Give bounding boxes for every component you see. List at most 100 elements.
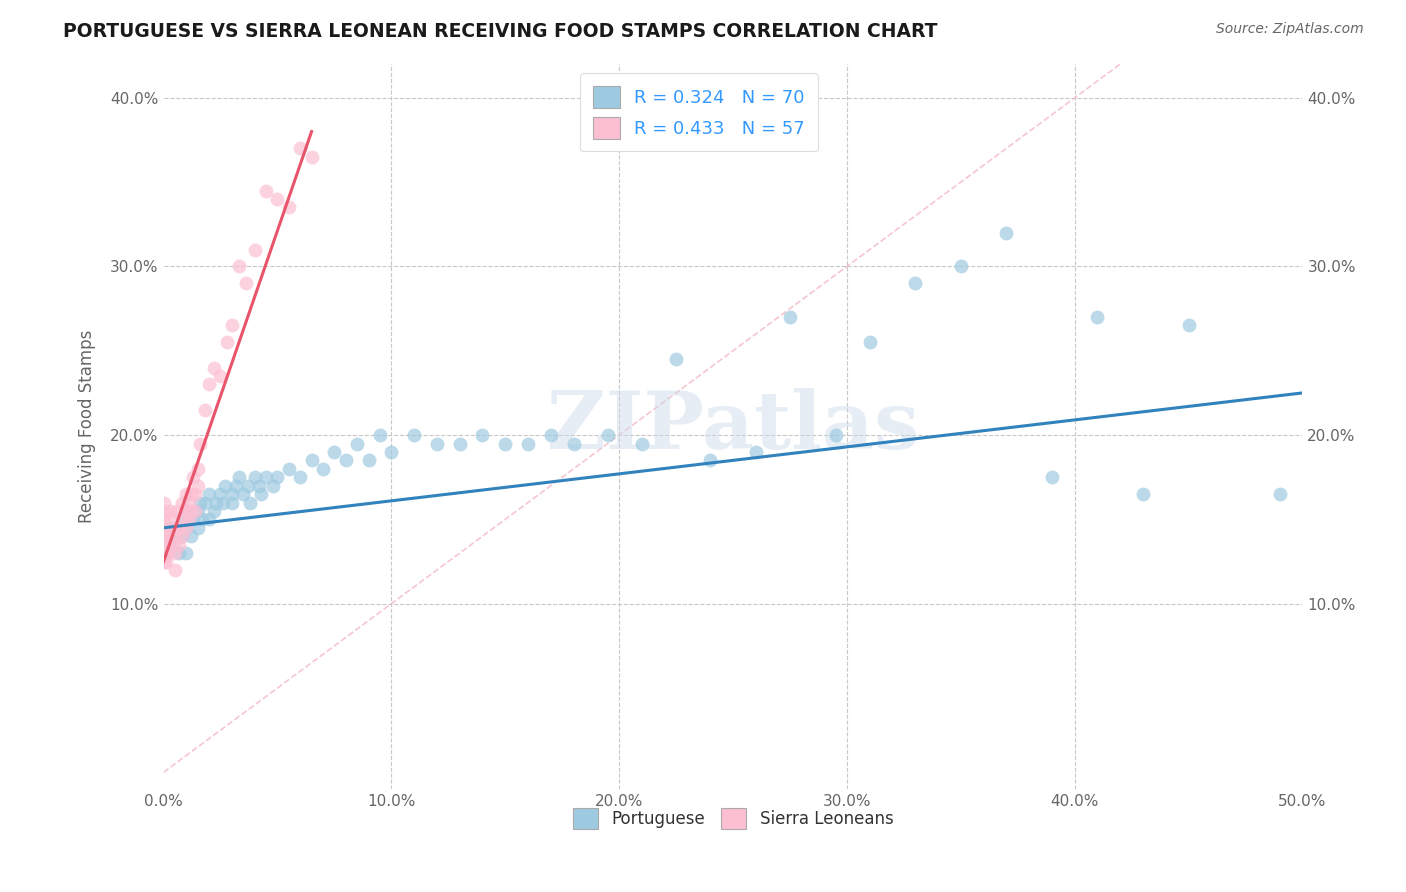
Point	[155, 555, 177, 569]
Point	[232, 487, 254, 501]
Point	[540, 428, 562, 442]
Point	[214, 478, 236, 492]
Legend: Portuguese, Sierra Leoneans: Portuguese, Sierra Leoneans	[567, 802, 900, 835]
Point	[166, 521, 188, 535]
Point	[152, 504, 174, 518]
Point	[221, 495, 243, 509]
Point	[163, 521, 186, 535]
Y-axis label: Receiving Food Stamps: Receiving Food Stamps	[79, 330, 96, 524]
Point	[198, 512, 221, 526]
Point	[824, 428, 846, 442]
Point	[155, 546, 177, 560]
Point	[243, 470, 266, 484]
Point	[301, 150, 323, 164]
Text: Source: ZipAtlas.com: Source: ZipAtlas.com	[1216, 22, 1364, 37]
Point	[228, 470, 250, 484]
Point	[184, 504, 207, 518]
Point	[904, 277, 927, 291]
Point	[187, 462, 209, 476]
Point	[169, 546, 191, 560]
Point	[170, 495, 193, 509]
Point	[562, 436, 585, 450]
Point	[169, 521, 191, 535]
Point	[152, 529, 174, 543]
Point	[1177, 318, 1199, 333]
Point	[163, 563, 186, 577]
Point	[254, 470, 277, 484]
Point	[180, 529, 202, 543]
Point	[471, 428, 494, 442]
Point	[176, 521, 198, 535]
Point	[155, 538, 177, 552]
Point	[596, 428, 619, 442]
Point	[239, 495, 262, 509]
Point	[157, 529, 180, 543]
Point	[1040, 470, 1063, 484]
Point	[631, 436, 654, 450]
Point	[665, 352, 688, 367]
Point	[180, 504, 202, 518]
Point	[173, 512, 195, 526]
Point	[152, 529, 174, 543]
Point	[191, 512, 214, 526]
Point	[290, 470, 312, 484]
Point	[699, 453, 721, 467]
Point	[1268, 487, 1291, 501]
Point	[162, 538, 184, 552]
Point	[166, 504, 188, 518]
Point	[157, 521, 180, 535]
Point	[949, 260, 972, 274]
Point	[290, 141, 312, 155]
Point	[266, 470, 288, 484]
Point	[301, 453, 323, 467]
Point	[335, 453, 357, 467]
Point	[193, 495, 215, 509]
Point	[177, 495, 200, 509]
Point	[157, 546, 180, 560]
Point	[159, 538, 181, 552]
Point	[170, 529, 193, 543]
Point	[184, 487, 207, 501]
Point	[193, 402, 215, 417]
Point	[368, 428, 391, 442]
Point	[198, 377, 221, 392]
Point	[221, 487, 243, 501]
Point	[404, 428, 426, 442]
Point	[859, 335, 882, 350]
Point	[209, 369, 232, 384]
Point	[188, 436, 211, 450]
Point	[181, 512, 204, 526]
Point	[225, 478, 247, 492]
Point	[205, 495, 228, 509]
Point	[266, 192, 288, 206]
Point	[198, 487, 221, 501]
Point	[517, 436, 540, 450]
Point	[176, 504, 198, 518]
Point	[235, 277, 257, 291]
Point	[152, 555, 174, 569]
Point	[236, 478, 259, 492]
Point	[159, 504, 181, 518]
Point	[323, 445, 346, 459]
Text: ZIPatlas: ZIPatlas	[547, 388, 920, 466]
Point	[176, 504, 198, 518]
Point	[779, 310, 801, 324]
Point	[152, 495, 174, 509]
Point	[277, 462, 299, 476]
Point	[188, 495, 211, 509]
Point	[277, 201, 299, 215]
Point	[494, 436, 516, 450]
Point	[202, 360, 225, 375]
Point	[202, 504, 225, 518]
Point	[995, 226, 1018, 240]
Point	[163, 546, 186, 560]
Point	[180, 487, 202, 501]
Point	[380, 445, 402, 459]
Point	[152, 546, 174, 560]
Point	[176, 546, 198, 560]
Point	[163, 529, 186, 543]
Point	[163, 529, 186, 543]
Point	[254, 184, 277, 198]
Point	[346, 436, 368, 450]
Point	[152, 521, 174, 535]
